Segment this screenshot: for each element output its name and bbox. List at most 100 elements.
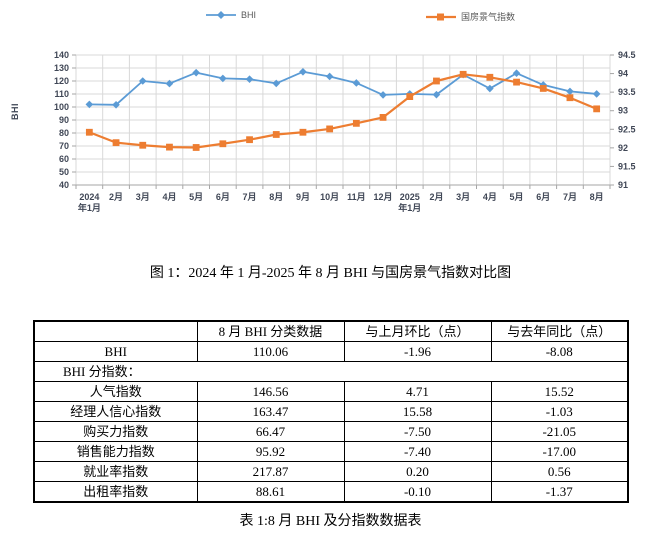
svg-text:91.5: 91.5 [618, 161, 636, 171]
svg-text:5月: 5月 [189, 192, 203, 202]
row-label: 人气指数 [33, 381, 198, 402]
cell-value: 0.20 [343, 461, 492, 482]
data-point-marker [299, 128, 307, 136]
svg-text:3月: 3月 [136, 192, 150, 202]
cell-value: 110.06 [196, 341, 345, 362]
data-point-marker [112, 139, 120, 147]
svg-text:90: 90 [59, 115, 69, 125]
data-point-marker [219, 140, 227, 148]
cell-value: 15.58 [343, 401, 492, 422]
svg-text:92: 92 [618, 143, 628, 153]
data-point-marker [486, 84, 494, 93]
data-point-marker [139, 141, 147, 149]
svg-text:11月: 11月 [347, 192, 366, 202]
svg-text:2025: 2025 [400, 192, 420, 202]
cell-value: -1.96 [343, 341, 492, 362]
svg-text:94: 94 [618, 69, 628, 79]
data-point-marker [219, 74, 227, 83]
data-point-marker [593, 105, 601, 113]
header-mom-change: 与上月环比（点） [343, 320, 492, 342]
legend-item-guofang: 国房景气指数 [425, 10, 515, 23]
gridlines [72, 54, 614, 189]
data-point-marker [432, 90, 441, 99]
svg-text:12月: 12月 [374, 192, 393, 202]
svg-text:110: 110 [54, 89, 69, 99]
table-row: 出租率指数 88.61 -0.10 -1.37 [33, 481, 629, 503]
svg-text:130: 130 [54, 63, 69, 73]
data-point-marker [272, 79, 281, 88]
svg-text:60: 60 [59, 154, 69, 164]
right-axis-labels: 94.5 94 93.5 93 92.5 92 91.5 91 [618, 50, 636, 190]
data-point-marker [326, 125, 334, 133]
data-point-marker [379, 91, 387, 99]
data-point-marker [592, 90, 601, 98]
data-point-marker [192, 68, 200, 77]
row-label: 销售能力指数 [33, 441, 198, 462]
data-point-marker [352, 119, 360, 127]
data-point-marker [512, 69, 521, 77]
cell-value: 146.56 [196, 381, 345, 402]
data-point-marker [245, 75, 254, 83]
data-point-marker [539, 85, 547, 92]
header-yoy-change: 与去年同比（点） [490, 320, 629, 342]
cell-value: 88.61 [196, 481, 345, 503]
svg-text:5月: 5月 [510, 192, 524, 202]
svg-text:3月: 3月 [456, 192, 470, 202]
left-axis-labels: 140 130 120 110 100 90 80 70 60 50 40 [54, 50, 69, 190]
svg-text:93.5: 93.5 [618, 87, 636, 97]
data-point-marker [246, 136, 253, 144]
svg-text:140: 140 [54, 50, 69, 60]
svg-text:7月: 7月 [243, 192, 257, 202]
data-point-marker [566, 94, 574, 102]
legend-label-guofang: 国房景气指数 [461, 12, 516, 22]
data-point-marker [272, 131, 280, 138]
svg-text:4月: 4月 [483, 192, 497, 202]
cell-value: 95.92 [196, 441, 345, 462]
svg-text:年1月: 年1月 [78, 202, 101, 213]
guofang-line-series [85, 70, 601, 151]
table-row: 就业率指数 217.87 0.20 0.56 [33, 461, 629, 482]
row-label: BHI [33, 341, 198, 362]
data-point-marker [486, 73, 494, 81]
data-point-marker [325, 72, 334, 81]
data-point-marker [513, 78, 520, 86]
cell-value: -17.00 [490, 441, 629, 462]
cell-value: 217.87 [196, 461, 345, 482]
table-row: 经理人信心指数 163.47 15.58 -1.03 [33, 401, 629, 422]
legend-item-bhi: BHI [205, 10, 256, 20]
cell-value: 15.52 [490, 381, 629, 402]
chart-canvas: 14013012011010090807060504094.59493.5939… [54, 50, 636, 213]
data-point-marker [539, 81, 548, 89]
figure-caption: 图 1：2024 年 1 月-2025 年 8 月 BHI 与国房景气指数对比图 [149, 266, 512, 281]
cell-value: 0.56 [490, 461, 629, 482]
svg-text:50: 50 [59, 167, 69, 177]
svg-text:2月: 2月 [429, 192, 443, 202]
table-caption: 表 1:8 月 BHI 及分指数数据表 [239, 514, 422, 529]
svg-text:94.5: 94.5 [618, 50, 636, 60]
svg-text:7月: 7月 [563, 192, 577, 202]
svg-text:2月: 2月 [109, 192, 123, 202]
svg-text:80: 80 [59, 128, 69, 138]
cell-value: -8.08 [490, 341, 629, 362]
svg-text:8月: 8月 [269, 192, 283, 202]
svg-text:70: 70 [59, 141, 69, 151]
cell-value: 66.47 [196, 421, 345, 442]
svg-text:9月: 9月 [296, 192, 310, 202]
data-point-marker [566, 87, 574, 96]
table-header-row: 8 月 BHI 分类数据 与上月环比（点） 与去年同比（点） [33, 320, 629, 342]
svg-text:年1月: 年1月 [398, 202, 421, 213]
data-point-marker [112, 100, 120, 109]
guofang-legend-marker-icon [426, 13, 456, 20]
cell-value: -21.05 [490, 421, 629, 442]
svg-text:92.5: 92.5 [618, 124, 636, 134]
svg-text:40: 40 [59, 180, 69, 190]
table-row: 人气指数 146.56 4.71 15.52 [33, 381, 629, 402]
svg-text:120: 120 [54, 76, 69, 86]
header-empty-cell [33, 320, 198, 342]
svg-text:8月: 8月 [590, 192, 604, 202]
table-section-row: BHI 分指数： [33, 361, 629, 382]
svg-text:100: 100 [54, 102, 69, 112]
data-point-marker [85, 100, 94, 109]
data-point-marker [459, 70, 467, 78]
